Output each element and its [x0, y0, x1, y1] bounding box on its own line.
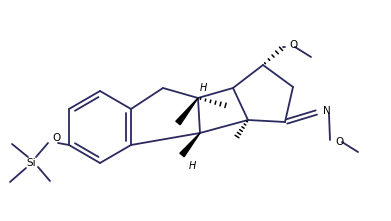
Polygon shape [176, 98, 198, 125]
Text: H: H [199, 83, 207, 93]
Text: Si: Si [26, 158, 36, 168]
Text: N: N [323, 106, 331, 116]
Text: O: O [335, 137, 343, 147]
Text: O: O [289, 40, 297, 50]
Polygon shape [180, 133, 200, 157]
Text: H: H [188, 161, 196, 171]
Text: O: O [52, 133, 60, 143]
